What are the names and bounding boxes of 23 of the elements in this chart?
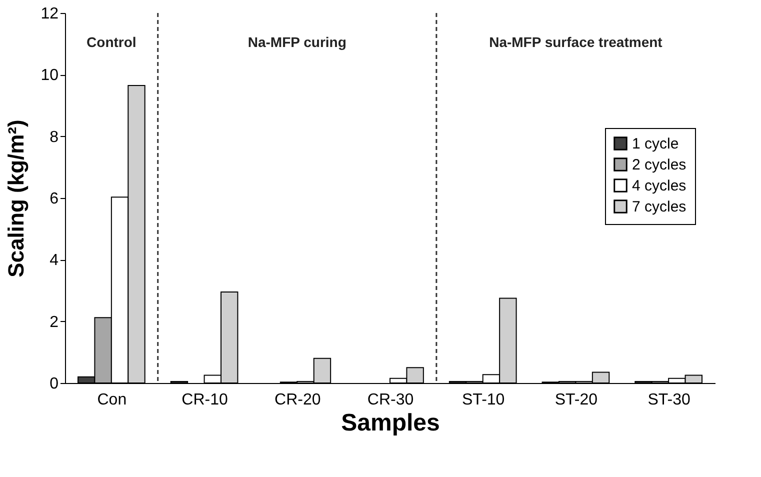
y-axis-title: Scaling (kg/m²) bbox=[4, 120, 29, 278]
y-tick-label: 2 bbox=[50, 314, 59, 331]
x-tick-label: CR-30 bbox=[367, 392, 414, 408]
y-tick-label: 0 bbox=[50, 376, 59, 392]
y-tick-label: 4 bbox=[50, 252, 59, 270]
legend-label: 7 cycles bbox=[632, 198, 686, 216]
annotation: Control bbox=[86, 34, 136, 50]
legend-label: 1 cycle bbox=[632, 136, 679, 152]
legend-label: 4 cycles bbox=[632, 178, 686, 194]
x-axis-title: Samples bbox=[341, 410, 440, 436]
annotation: Na-MFP surface treatment bbox=[489, 34, 663, 50]
legend-label: 2 cycles bbox=[632, 156, 686, 174]
y-tick-label: 6 bbox=[50, 190, 59, 208]
x-tick-label: Con bbox=[97, 392, 127, 408]
x-tick-label: ST-30 bbox=[648, 392, 691, 408]
x-tick-label: ST-10 bbox=[462, 392, 505, 408]
y-tick-label: 10 bbox=[40, 67, 59, 84]
y-tick-label: 12 bbox=[40, 6, 59, 22]
x-tick-label: ST-20 bbox=[554, 392, 598, 408]
x-tick-label: CR-20 bbox=[274, 392, 321, 408]
annotation: Na-MFP curing bbox=[248, 34, 346, 50]
y-tick-label: 8 bbox=[50, 128, 59, 146]
x-tick-label: CR-10 bbox=[182, 392, 228, 408]
